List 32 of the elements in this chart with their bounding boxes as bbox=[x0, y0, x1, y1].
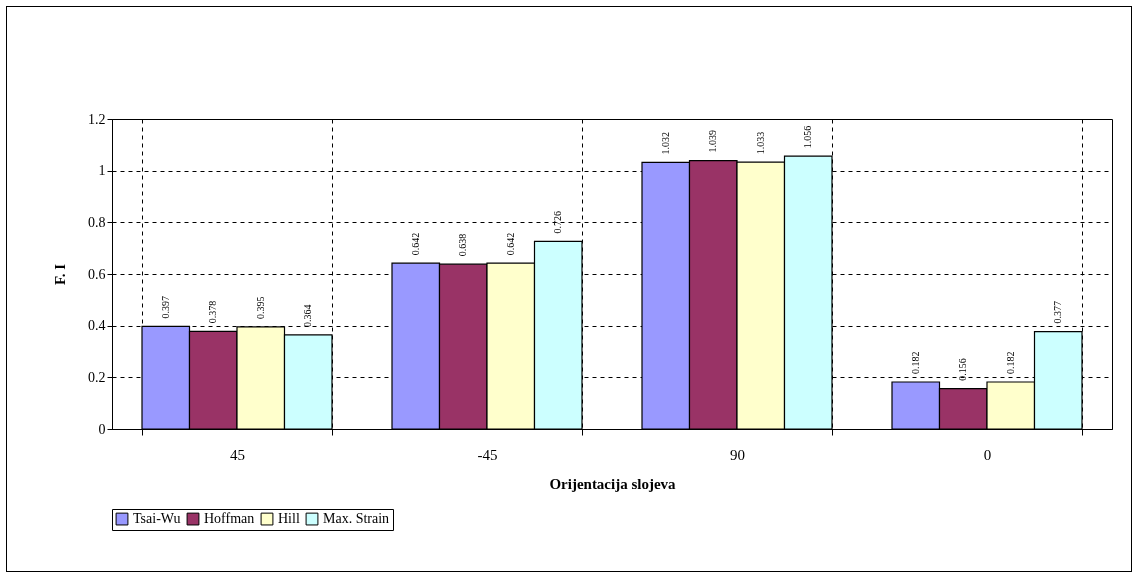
x-tick-label: 45 bbox=[230, 446, 245, 463]
data-label: 1.032 bbox=[659, 131, 671, 155]
x-tick-label: 90 bbox=[730, 446, 745, 463]
data-label: 0.642 bbox=[504, 232, 516, 256]
legend-label: Max. Strain bbox=[323, 511, 390, 527]
data-label: 0.377 bbox=[1052, 301, 1064, 324]
data-label: 1.039 bbox=[707, 130, 719, 153]
y-tick-label: 1.2 bbox=[88, 111, 106, 127]
y-tick-label: 1 bbox=[98, 163, 106, 179]
data-label: 0.156 bbox=[957, 358, 969, 381]
data-label: 0.638 bbox=[457, 233, 469, 257]
data-label: 0.378 bbox=[207, 300, 219, 324]
data-label: 1.033 bbox=[754, 131, 766, 155]
data-label: 0.726 bbox=[552, 210, 564, 234]
y-tick-label: 0 bbox=[98, 421, 106, 437]
x-tick-label: -45 bbox=[477, 446, 498, 463]
data-label: 0.182 bbox=[909, 351, 921, 374]
y-axis-title: F. I bbox=[52, 263, 68, 286]
legend-label: Tsai-Wu bbox=[133, 511, 181, 527]
data-label: 0.397 bbox=[159, 295, 171, 319]
y-tick-label: 0.2 bbox=[88, 369, 106, 385]
data-label: 0.642 bbox=[409, 232, 421, 256]
y-tick-label: 0.4 bbox=[88, 318, 106, 334]
y-tick-label: 0.6 bbox=[88, 266, 106, 282]
legend-label: Hoffman bbox=[204, 511, 255, 527]
y-tick-label: 0.8 bbox=[88, 214, 106, 230]
data-label: 0.395 bbox=[254, 296, 266, 319]
data-label: 0.182 bbox=[1004, 351, 1016, 374]
x-tick-label: 0 bbox=[983, 446, 992, 463]
x-axis-title: Orijentacija slojeva bbox=[549, 475, 677, 492]
data-label: 1.056 bbox=[802, 125, 814, 149]
legend-label: Hill bbox=[278, 511, 300, 527]
